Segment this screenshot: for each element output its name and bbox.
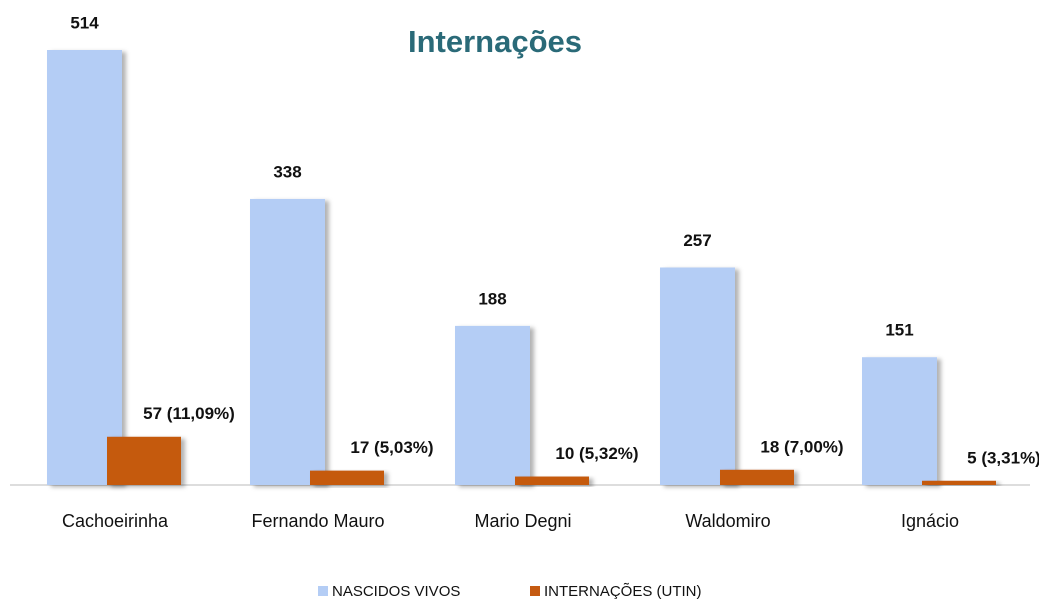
bar (922, 480, 996, 485)
legend-swatch (318, 586, 328, 596)
bar (862, 357, 937, 485)
data-label: 514 (70, 13, 99, 32)
data-label: 338 (273, 162, 301, 181)
legend-label: NASCIDOS VIVOS (332, 583, 460, 600)
bar (47, 50, 122, 485)
data-label: 10 (5,32%) (555, 444, 638, 463)
x-tick-label: Ignácio (901, 511, 959, 531)
data-label: 5 (3,31%) (967, 448, 1039, 467)
bar (515, 476, 589, 485)
bar (107, 436, 181, 485)
data-label: 17 (5,03%) (350, 438, 433, 457)
x-tick-label: Mario Degni (474, 511, 571, 531)
data-label: 57 (11,09%) (143, 404, 235, 423)
x-tick-label: Waldomiro (685, 511, 770, 531)
x-tick-label: Cachoeirinha (62, 511, 169, 531)
legend-swatch (530, 586, 540, 596)
x-tick-label: Fernando Mauro (251, 511, 384, 531)
data-label: 188 (478, 289, 506, 308)
legend-label: INTERNAÇÕES (UTIN) (544, 583, 702, 600)
data-label: 257 (683, 231, 711, 250)
bar (455, 325, 530, 485)
bar (310, 470, 384, 485)
data-label: 18 (7,00%) (760, 437, 843, 456)
bar (720, 469, 794, 485)
bar (660, 267, 735, 485)
data-label: 151 (885, 321, 913, 340)
bar (250, 198, 325, 486)
chart-title: Internações (408, 24, 582, 59)
